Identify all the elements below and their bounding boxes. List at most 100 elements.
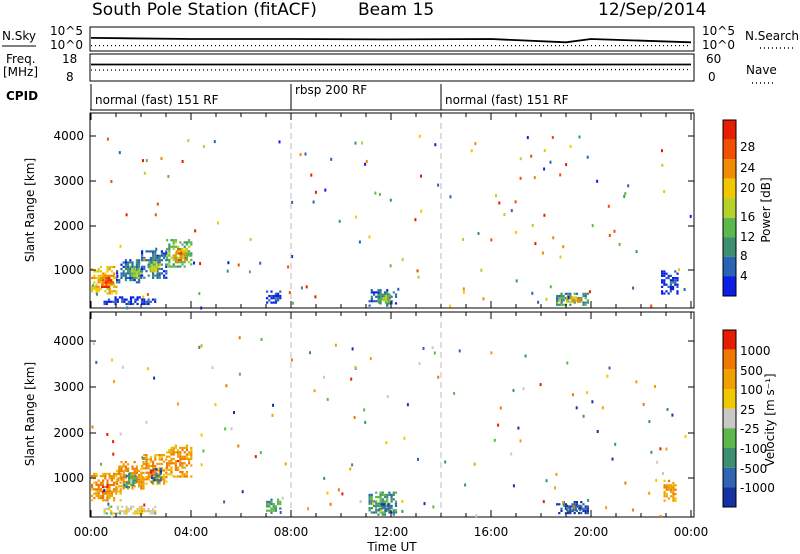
power-cell [279, 290, 282, 293]
power-cell [661, 285, 664, 288]
power-cell [122, 261, 125, 264]
velocity-cell [168, 460, 171, 463]
velocity-cell [368, 509, 371, 512]
power-cell [113, 290, 116, 293]
velocity-cell [107, 507, 111, 511]
velocity-cell [580, 512, 583, 515]
power-speckle [324, 188, 327, 192]
power-cell [156, 259, 159, 262]
velocity-speckle [107, 502, 110, 506]
velocity-cell [127, 486, 131, 489]
velocity-cell [116, 512, 119, 515]
power-cell [133, 279, 136, 282]
power-cell [97, 285, 100, 288]
power-speckle [559, 255, 562, 259]
power-speckle [613, 229, 616, 233]
velocity-cell [151, 476, 154, 480]
power-speckle [397, 287, 400, 291]
power-cell [382, 299, 385, 302]
power-cell [560, 297, 563, 300]
velocity-cell [382, 503, 386, 506]
power-cell [134, 298, 137, 301]
power-colorbar-label: Power [dB] [759, 177, 773, 242]
date-label: 12/Sep/2014 [598, 0, 706, 20]
velocity-speckle [614, 442, 617, 446]
power-cell [392, 291, 395, 294]
power-cell [661, 292, 664, 295]
power-cell [562, 299, 565, 302]
velocity-cell [580, 501, 583, 504]
power-cell [372, 291, 376, 294]
velocity-cell [106, 483, 109, 486]
power-cbar-tick-16: 16 [740, 210, 755, 224]
power-cell [368, 300, 371, 303]
velocity-cell [97, 497, 100, 500]
power-cell [158, 274, 161, 277]
power-speckle [389, 198, 392, 202]
velocity-speckle [573, 505, 575, 509]
power-cell [152, 256, 155, 260]
velocity-cell [185, 444, 188, 447]
power-colorbar-block [723, 217, 736, 238]
velocity-speckle [100, 462, 103, 466]
power-cell [386, 291, 389, 294]
power-speckle [661, 163, 664, 167]
power-cell [152, 259, 155, 262]
velocity-cell [170, 466, 173, 469]
power-cell [150, 268, 153, 271]
velocity-cell [188, 462, 191, 465]
velocity-cell [383, 493, 387, 496]
power-cell [155, 270, 158, 273]
power-cell [105, 277, 108, 280]
power-cell [184, 259, 187, 262]
power-speckle [338, 219, 341, 223]
velocity-cell [368, 498, 371, 501]
power-ylabel: Slant Range [km] [23, 158, 37, 262]
velocity-cell [105, 512, 108, 515]
velocity-cell [106, 492, 109, 495]
velocity-cell [266, 509, 269, 512]
power-cell [124, 261, 127, 264]
power-cell [145, 302, 148, 306]
power-speckle [533, 176, 536, 180]
velocity-cell [135, 476, 138, 479]
velocity-cell [152, 471, 155, 474]
velocity-cell [377, 496, 380, 499]
velocity-cell [129, 507, 133, 511]
power-cell [108, 287, 111, 291]
nsearch-label: N.Search [745, 29, 799, 43]
velocity-cell [130, 475, 133, 478]
power-cell [140, 276, 143, 279]
power-cell [578, 297, 581, 300]
velocity-cell [158, 469, 161, 472]
cpid-segment-1: normal (fast) 151 RF [95, 93, 219, 107]
power-speckle [118, 151, 121, 155]
power-cell [143, 256, 146, 260]
power-speckle [312, 200, 315, 204]
power-cell [147, 259, 150, 262]
velocity-cell [145, 478, 148, 481]
velocity-cell [163, 476, 166, 479]
velocity-cell [97, 492, 100, 495]
power-speckle [531, 291, 534, 295]
power-cell [129, 296, 133, 299]
power-cell [379, 300, 382, 303]
x-axis-label: Time UT [366, 540, 417, 554]
velocity-speckle [684, 434, 687, 438]
power-cell [667, 285, 670, 288]
velocity-speckle [230, 427, 233, 431]
power-speckle [551, 136, 554, 139]
power-cell [158, 261, 161, 264]
velocity-speckle [512, 484, 515, 488]
power-speckle [199, 262, 202, 266]
velocity-cell [172, 457, 175, 460]
velocity-cell [579, 504, 582, 507]
velocity-cell [160, 456, 163, 459]
velocity-colorbar-block [723, 428, 736, 448]
velocity-cell [667, 488, 671, 491]
power-cell [143, 267, 146, 271]
velocity-cell [179, 464, 182, 467]
power-cell [163, 256, 166, 260]
power-cell [154, 254, 157, 257]
velocity-cell [571, 505, 574, 508]
